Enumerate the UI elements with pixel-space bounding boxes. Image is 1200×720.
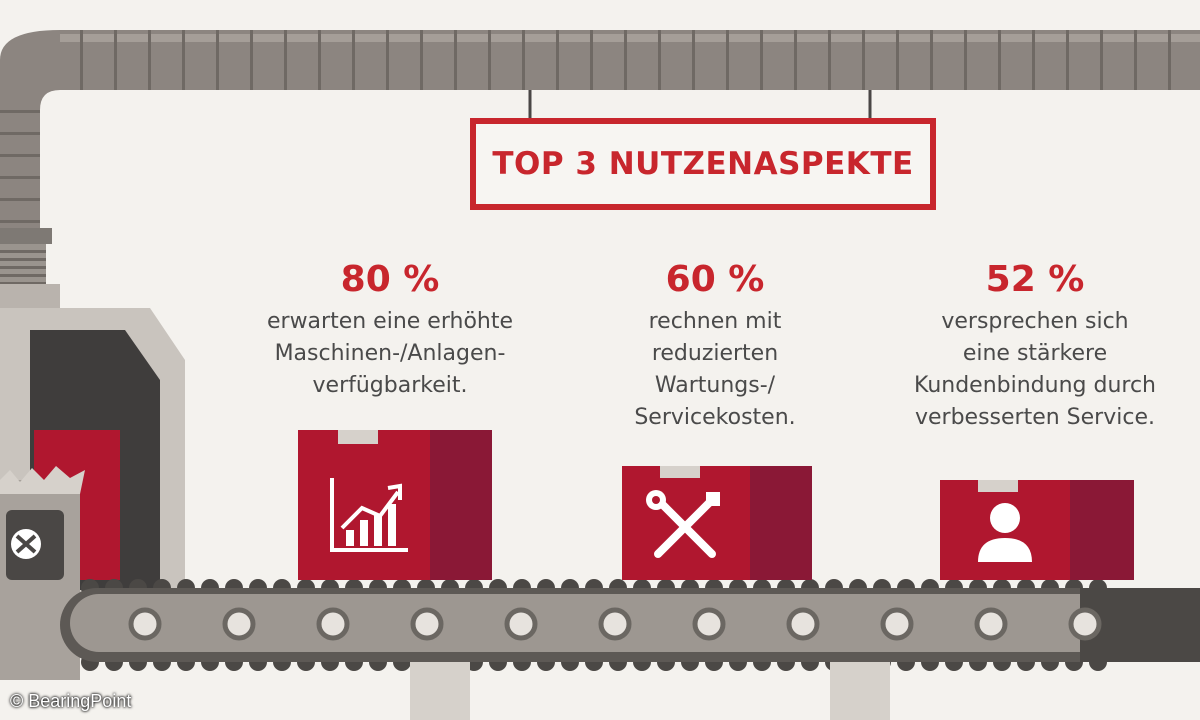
conveyor-roller [316,607,350,641]
conveyor-roller [128,607,162,641]
machine-rib [0,250,46,253]
pipe-rib [1168,30,1171,90]
stat-3-line-4: verbesserten Service. [914,405,1155,430]
copyright-credit: © BearingPoint [10,691,132,711]
pipe-rib [590,30,593,90]
machine-rib [0,274,46,277]
machine-rib [0,258,46,261]
pipe-rib [0,154,40,157]
pipe-rib [352,30,355,90]
conveyor-roller [410,607,444,641]
pipe-rib [0,132,40,135]
pipe-rib [556,30,559,90]
pipe-rib [794,30,797,90]
stat-2-line-4: Servicekosten. [634,405,796,430]
stat-3-line-3: Kundenbindung durch [914,373,1156,398]
pipe-rib [0,220,40,223]
box-3 [940,480,1134,580]
pipe-rib [726,30,729,90]
pipe-rib [488,30,491,90]
pipe-rib [1134,30,1137,90]
pipe-rib [284,30,287,90]
pipe-rib [420,30,423,90]
machine-rib [0,282,46,285]
pipe-rib [930,30,933,90]
stat-2-line-1: rechnen mit [648,309,782,334]
conveyor-roller [692,607,726,641]
stat-3: 52 % versprechen sich eine stärkere Kund… [880,258,1190,434]
conveyor-roller [504,607,538,641]
machine-rib [0,266,46,269]
pipe-rib [896,30,899,90]
pipe-rib [454,30,457,90]
pipe-rib [0,198,40,201]
pipe-rib [0,176,40,179]
customer-icon [978,503,1032,562]
wrench-screwdriver-icon [646,490,720,558]
page-title: TOP 3 NUTZENASPEKTE [492,146,914,182]
conveyor-roller [974,607,1008,641]
pipe-rib [1066,30,1069,90]
packaging-machine [0,228,185,680]
pipe-rib [114,30,117,90]
stat-1-line-1: erwarten eine erhöhte [266,309,514,334]
pipe-rib [1032,30,1035,90]
conveyor-roller [598,607,632,641]
pipe-rib [658,30,661,90]
conveyor-roller [786,607,820,641]
pipe-rib [182,30,185,90]
pipe-rib [828,30,831,90]
pipe-rib [998,30,1001,90]
pipe-rib [1100,30,1103,90]
pipe-rib [692,30,695,90]
overhead-pipe [0,30,1200,230]
pipe-rib [250,30,253,90]
box-2 [622,466,812,580]
pipe-rib [760,30,763,90]
stat-3-line-1: versprechen sich [941,309,1129,334]
stat-2-percent: 60 % [665,259,765,300]
title-banner: TOP 3 NUTZENASPEKTE [470,118,936,210]
stat-1-line-3: verfügbarkeit. [312,373,468,398]
growth-chart-icon [330,478,408,552]
conveyor-belt [60,579,1200,720]
pipe-rib [862,30,865,90]
pipe-rib [148,30,151,90]
conveyor-roller [222,607,256,641]
pipe-rib [0,110,40,113]
box-1 [298,430,492,580]
pipe-rib [216,30,219,90]
stat-2: 60 % rechnen mit reduzierten Wartungs-/ … [590,258,840,434]
pipe-rib [624,30,627,90]
stat-3-line-2: eine stärkere [962,341,1108,366]
stat-3-percent: 52 % [985,259,1085,300]
conveyor-roller [1068,607,1102,641]
stat-1: 80 % erwarten eine erhöhte Maschinen-/An… [230,258,550,402]
pipe-rib [386,30,389,90]
stat-1-line-2: Maschinen-/Anlagen- [274,341,506,366]
stat-2-line-2: reduzierten [651,341,779,366]
stat-2-line-3: Wartungs-/ [654,373,776,398]
conveyor-roller [880,607,914,641]
pipe-rib [522,30,525,90]
stat-1-percent: 80 % [340,259,440,300]
pipe-rib [318,30,321,90]
pipe-rib [80,30,83,90]
pipe-rib [964,30,967,90]
